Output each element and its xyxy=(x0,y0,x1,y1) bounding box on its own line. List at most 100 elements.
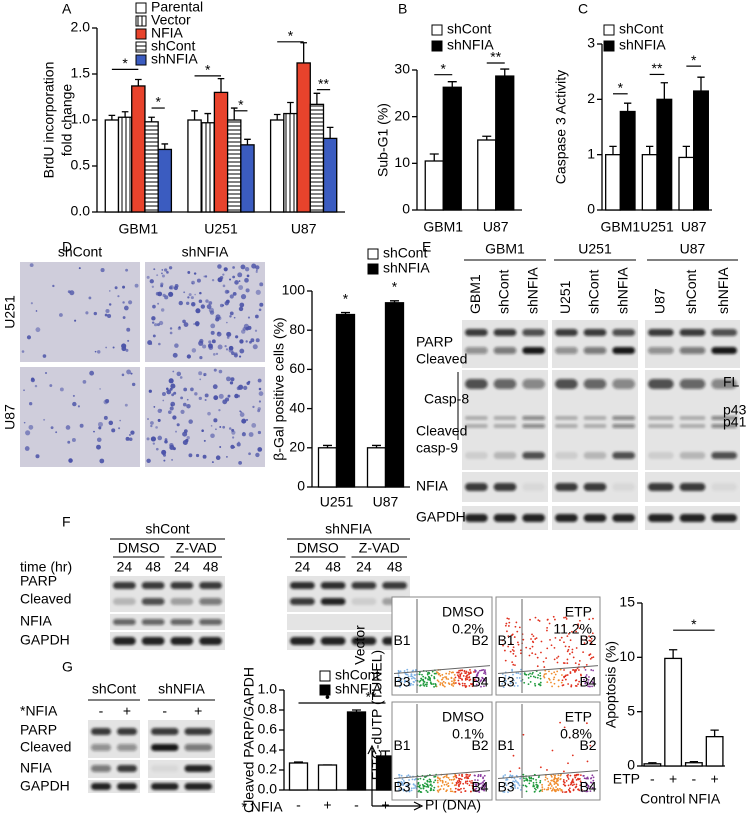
event xyxy=(567,762,569,765)
event xyxy=(469,790,472,793)
event xyxy=(507,789,510,791)
event xyxy=(527,673,530,676)
cell xyxy=(44,371,48,375)
event xyxy=(468,673,470,676)
cell xyxy=(222,425,226,429)
event xyxy=(577,788,579,791)
event xyxy=(551,749,554,752)
event xyxy=(458,669,461,672)
y-tick-label: 1.0 xyxy=(258,681,278,697)
event xyxy=(553,783,556,785)
event xyxy=(516,676,519,679)
blot-band xyxy=(711,424,737,428)
cell xyxy=(199,291,202,295)
event xyxy=(407,785,410,788)
cell xyxy=(207,411,211,416)
event xyxy=(433,677,436,680)
significance-label: * xyxy=(205,62,211,78)
event xyxy=(560,636,563,639)
blot-band xyxy=(117,744,137,751)
cell xyxy=(247,325,252,330)
event xyxy=(534,682,536,685)
cell xyxy=(219,446,222,449)
event xyxy=(422,675,425,678)
event xyxy=(457,781,460,784)
significance-label: * xyxy=(288,28,294,44)
event xyxy=(571,778,574,781)
cell xyxy=(125,268,129,272)
error-bar xyxy=(313,92,321,105)
event xyxy=(539,780,542,782)
event xyxy=(580,674,582,677)
event xyxy=(505,679,507,682)
event xyxy=(503,680,506,682)
event xyxy=(584,668,587,671)
event xyxy=(429,789,432,792)
condition-label: *NFIA xyxy=(20,703,58,719)
event xyxy=(483,685,485,688)
event xyxy=(574,671,576,673)
event xyxy=(413,681,415,683)
event xyxy=(511,661,514,664)
event xyxy=(414,784,417,787)
event xyxy=(511,648,514,651)
event xyxy=(453,682,456,685)
row-label: NFIA xyxy=(352,735,368,768)
row-label: PARP xyxy=(20,573,57,589)
cell xyxy=(128,300,133,305)
event xyxy=(516,787,519,789)
event xyxy=(462,675,465,677)
cell xyxy=(204,398,207,402)
cell xyxy=(161,269,164,271)
event xyxy=(432,789,435,791)
cell xyxy=(239,348,245,354)
event xyxy=(559,668,562,671)
cell xyxy=(202,344,207,349)
event xyxy=(531,633,533,636)
event xyxy=(554,782,557,784)
blot-band xyxy=(522,424,545,428)
event xyxy=(549,638,551,641)
event xyxy=(563,624,565,627)
event xyxy=(569,774,572,777)
event xyxy=(424,776,427,778)
cell xyxy=(108,303,112,306)
event xyxy=(568,645,571,648)
blot-band xyxy=(199,582,222,589)
blot-band xyxy=(648,379,674,389)
cell xyxy=(234,280,239,285)
event xyxy=(562,779,565,781)
event xyxy=(549,787,552,790)
event xyxy=(475,787,478,790)
cell xyxy=(166,389,172,395)
event xyxy=(479,775,482,778)
axis-label: PI (DNA) xyxy=(425,797,481,813)
event xyxy=(429,783,432,786)
x-tick-label: + xyxy=(669,771,677,787)
cell xyxy=(176,371,182,377)
blot xyxy=(552,320,638,368)
error-bar xyxy=(273,113,281,120)
event xyxy=(405,685,408,688)
cell xyxy=(186,354,191,359)
bar xyxy=(226,119,242,213)
event xyxy=(428,780,431,783)
blot-band xyxy=(555,329,578,336)
cell xyxy=(241,432,246,437)
event xyxy=(574,662,577,665)
cell xyxy=(172,352,178,358)
event xyxy=(483,672,485,675)
time-axis-label: time (hr) xyxy=(20,559,72,575)
event xyxy=(477,676,480,679)
cell xyxy=(50,426,54,430)
gate-label: B2 xyxy=(471,737,488,753)
cell xyxy=(188,419,193,424)
cell xyxy=(225,299,230,304)
cell xyxy=(117,295,120,298)
cell xyxy=(187,271,191,274)
cell xyxy=(125,348,129,352)
event xyxy=(553,671,556,674)
legend-swatch xyxy=(135,28,147,40)
treatment-label: Z-VAD xyxy=(176,540,217,556)
event xyxy=(577,623,580,626)
